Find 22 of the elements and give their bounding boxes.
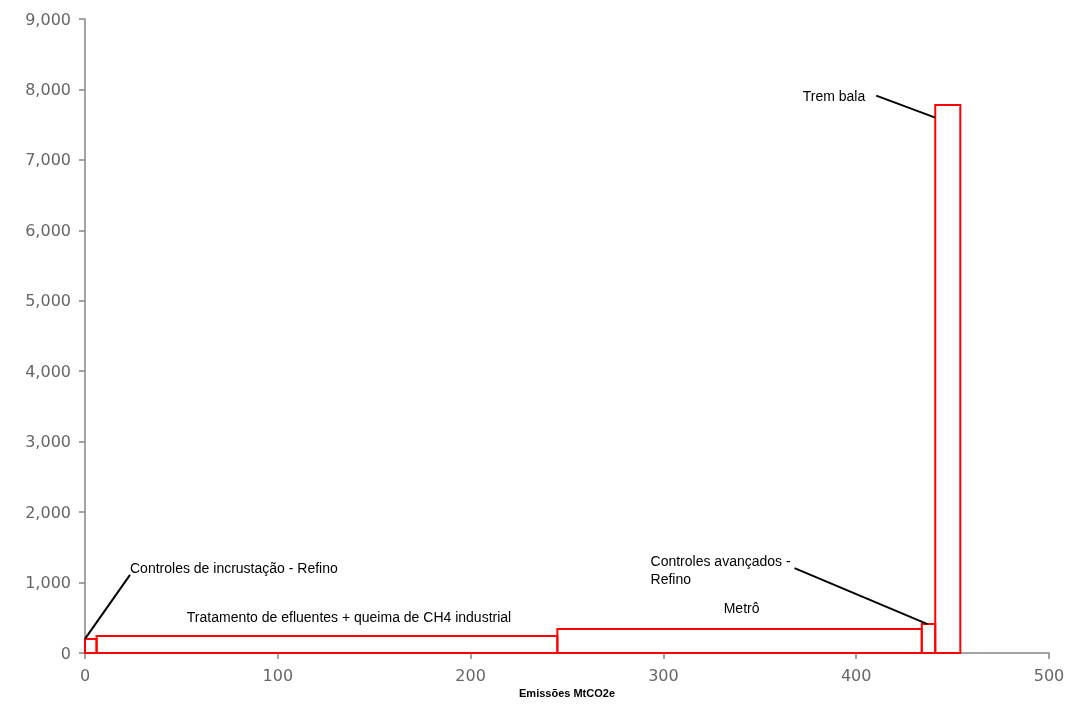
y-tick-label: 2,000 — [25, 502, 71, 522]
annotation: Tratamento de efluentes + queima de CH4 industrial — [186, 609, 512, 626]
y-tick-label: 1,000 — [25, 573, 71, 593]
x-tick-label: 400 — [840, 665, 872, 685]
x-tick-label: 500 — [1033, 665, 1065, 685]
annotation: Trem bala — [802, 87, 866, 104]
x-axis-title: Emissões MtCO2e — [519, 687, 615, 700]
x-tick-label: 300 — [648, 665, 679, 685]
annotation: Controles avançados - Refino — [650, 553, 791, 588]
y-tick-label: 5,000 — [25, 291, 71, 311]
x-tick-label: 200 — [455, 665, 486, 685]
y-tick-label: 0 — [60, 643, 71, 663]
y-tick-label: 6,000 — [25, 220, 71, 240]
annotation: Metrô — [723, 600, 760, 617]
y-tick-label: 7,000 — [25, 150, 71, 170]
y-tick-label: 3,000 — [25, 432, 71, 452]
x-tick-label: 100 — [262, 665, 294, 685]
y-tick-label: 8,000 — [25, 79, 71, 99]
x-tick-label: 0 — [79, 665, 91, 685]
y-tick-label: 4,000 — [25, 361, 71, 381]
annotation: Controles de incrustação - Refino — [130, 559, 338, 576]
y-tick-label: 9,000 — [25, 9, 71, 29]
